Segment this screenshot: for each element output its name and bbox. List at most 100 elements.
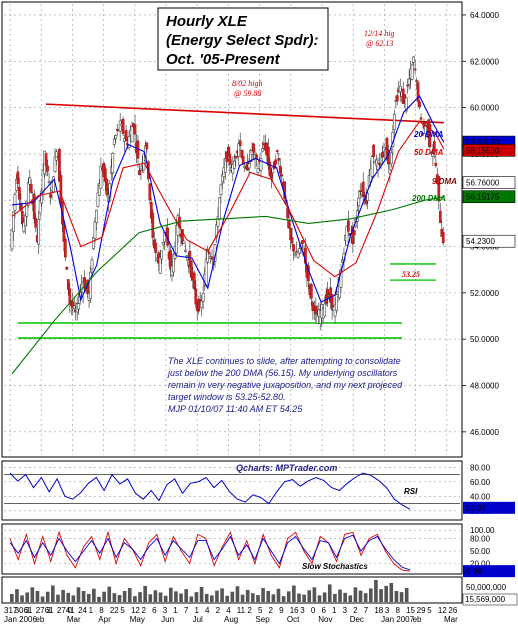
price-box bbox=[462, 176, 516, 189]
month-tick-label: May bbox=[130, 615, 145, 624]
date-tick-label: 1 bbox=[173, 606, 178, 615]
price-tick-label: 48.0000 bbox=[470, 382, 499, 391]
candle-body bbox=[366, 193, 370, 201]
candle-body bbox=[198, 299, 202, 301]
candle-body bbox=[335, 294, 338, 311]
candle-body bbox=[188, 250, 192, 268]
month-tick-label: eb bbox=[35, 615, 44, 624]
rsi-tick-label: 40.00 bbox=[470, 492, 491, 501]
candle-body bbox=[441, 232, 445, 244]
month-tick-label: Jul bbox=[193, 615, 203, 624]
ma-label-9: 9 DMA bbox=[432, 177, 457, 186]
volume-bar bbox=[286, 591, 291, 602]
candle-body bbox=[139, 168, 143, 171]
volume-bar bbox=[379, 589, 383, 602]
candle-body bbox=[431, 153, 435, 157]
candle-body bbox=[398, 86, 402, 93]
candle-body bbox=[428, 123, 432, 148]
volume-bar bbox=[81, 591, 86, 602]
stoch-value: 0.96 bbox=[466, 567, 482, 576]
rsi-tick-label: 80.00 bbox=[470, 463, 491, 472]
volume-bar bbox=[71, 595, 76, 602]
date-tick-label: 317 bbox=[4, 606, 18, 615]
volume-bar bbox=[245, 589, 250, 602]
volume-bar bbox=[368, 588, 373, 602]
candle-body bbox=[301, 240, 304, 244]
candle-body bbox=[145, 142, 149, 150]
month-tick-label: Mar bbox=[444, 615, 458, 624]
candle-body bbox=[154, 242, 158, 253]
date-tick-label: 7 bbox=[364, 606, 369, 615]
volume-bar bbox=[20, 595, 24, 602]
volume-bar bbox=[122, 591, 127, 602]
candle-body bbox=[189, 260, 193, 278]
candle-body bbox=[210, 256, 214, 260]
candle-body bbox=[58, 148, 61, 182]
candle-body bbox=[169, 250, 172, 270]
date-tick-label: 0 bbox=[67, 606, 72, 615]
price-box-value: 54.2300 bbox=[466, 237, 495, 246]
title-line-2: (Energy Select Spdr): bbox=[166, 32, 319, 49]
candle-body bbox=[326, 289, 330, 298]
candle-body bbox=[252, 143, 255, 153]
candle-body bbox=[412, 56, 415, 63]
candle-body bbox=[133, 124, 137, 135]
volume-panel: 50,000,000 15,569,000 bbox=[10, 580, 518, 606]
month-tick-label: eb bbox=[413, 615, 422, 624]
volume-bar bbox=[179, 593, 183, 602]
candle-body bbox=[351, 226, 355, 245]
volume-bar bbox=[276, 588, 281, 602]
candle-body bbox=[347, 220, 350, 232]
candle-body bbox=[175, 225, 178, 254]
price-tick-label: 50.0000 bbox=[470, 335, 499, 344]
candle-body bbox=[142, 153, 146, 171]
candle-body bbox=[247, 163, 251, 169]
date-tick-label: 4 bbox=[205, 606, 210, 615]
volume-bar bbox=[153, 590, 158, 602]
candle-body bbox=[218, 197, 221, 219]
volume-bar bbox=[189, 596, 194, 602]
candle-body bbox=[271, 167, 275, 174]
volume-bar bbox=[327, 584, 332, 602]
candle-body bbox=[227, 146, 230, 156]
candle-body bbox=[224, 158, 227, 173]
volume-bar bbox=[168, 587, 173, 602]
date-tick-label: 8 bbox=[99, 606, 104, 615]
volume-bar bbox=[107, 586, 112, 602]
chart-credit: Qcharts: MPTrader.com bbox=[236, 463, 337, 473]
volume-bar bbox=[343, 592, 347, 602]
stoch-tick-label: 20.00 bbox=[470, 560, 491, 569]
candle-body bbox=[151, 212, 155, 238]
candle-body bbox=[158, 257, 162, 274]
candle-body bbox=[438, 210, 442, 223]
candle-body bbox=[275, 150, 279, 152]
candle-body bbox=[64, 239, 67, 258]
date-tick-label: 16 bbox=[290, 606, 299, 615]
price-tick-label: 52.0000 bbox=[470, 289, 499, 298]
volume-bar bbox=[220, 588, 224, 602]
title-line-1: Hourly XLE bbox=[166, 13, 248, 30]
volume-bar bbox=[102, 591, 106, 602]
candle-body bbox=[267, 146, 270, 166]
commentary-line-2: just below the 200 DMA (56.15). My under… bbox=[167, 368, 398, 378]
volume-bar bbox=[86, 593, 91, 602]
date-tick-label: 22 bbox=[110, 606, 119, 615]
candle-body bbox=[194, 288, 198, 305]
candle-body bbox=[95, 209, 98, 223]
candle-body bbox=[71, 301, 75, 308]
stoch-label: Slow Stochastics bbox=[302, 562, 368, 571]
candle-body bbox=[172, 254, 175, 273]
moving-average-line bbox=[11, 196, 444, 375]
candle-body bbox=[292, 244, 295, 252]
date-tick-label: 4 bbox=[226, 606, 231, 615]
price-tick-label: 64.0000 bbox=[470, 11, 499, 20]
date-tick-label: 7 bbox=[184, 606, 189, 615]
candle-body bbox=[181, 229, 184, 244]
date-tick-label: 5 bbox=[258, 606, 263, 615]
candle-body bbox=[23, 214, 27, 227]
candle-body bbox=[121, 118, 125, 134]
price-box-value: 58.51050 bbox=[466, 138, 500, 147]
candle-body bbox=[66, 279, 70, 290]
month-tick-label: Aug bbox=[224, 615, 238, 624]
date-tick-label: 6 bbox=[152, 606, 157, 615]
